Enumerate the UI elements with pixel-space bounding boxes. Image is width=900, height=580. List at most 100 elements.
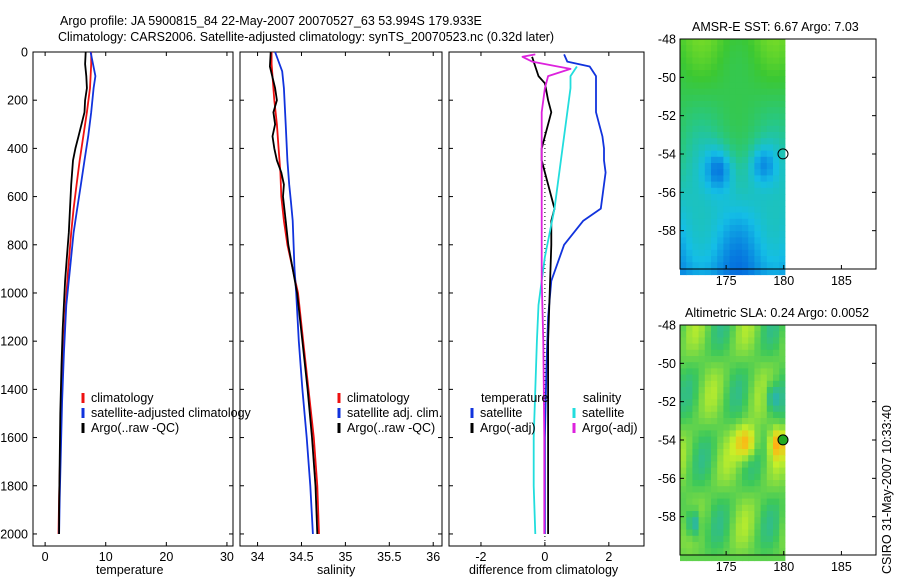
map-0-cell (711, 57, 718, 65)
map-1-cell (729, 343, 737, 351)
map-0-cell (717, 39, 724, 46)
map-1-cell (711, 331, 718, 338)
map-1-cell (717, 504, 724, 512)
map-1-cell (748, 480, 755, 487)
map-0-cell (779, 163, 786, 170)
map-0-cell (766, 76, 774, 83)
map-0-cell (680, 94, 687, 102)
map-0-cell (723, 138, 731, 145)
map-1-cell (711, 542, 718, 549)
map-1-cell (766, 362, 774, 369)
map-0-cell (717, 175, 724, 183)
map-0-cell (766, 243, 774, 251)
map-0-cell (711, 51, 718, 59)
map-0-cell (717, 237, 724, 245)
map-0-cell (779, 125, 786, 133)
map-0-cell (692, 249, 700, 257)
map-1-cell (717, 393, 724, 400)
map-1-cell (766, 461, 774, 469)
map-1-cell (779, 523, 786, 531)
map-0-cell (766, 39, 774, 46)
map-1-cell (729, 480, 737, 487)
map-0-cell (748, 45, 755, 52)
panel-1-xtick-label: 35.5 (377, 550, 401, 564)
map-1-cell (748, 356, 755, 363)
map-0-cell (773, 125, 780, 133)
map-1-cell (773, 486, 780, 493)
map-1-cell (692, 535, 700, 543)
map-1-cell (692, 461, 700, 469)
map-0-cell (754, 231, 762, 238)
map-1-cell (735, 368, 743, 376)
map-1-cell (680, 442, 687, 450)
map-1-cell (698, 455, 706, 462)
map-0-cell (760, 39, 768, 46)
map-1-cell (742, 455, 749, 462)
map-0-cell (692, 268, 700, 276)
map-0-cell (729, 82, 737, 90)
map-1-cell (692, 380, 700, 388)
map-1-cell (680, 517, 687, 524)
map-0-cell (766, 82, 774, 90)
map-0-cell (686, 82, 693, 90)
map-1-cell (723, 449, 731, 456)
map-0-cell (711, 150, 718, 158)
map-1-cell (748, 343, 755, 351)
map-0-cell (723, 94, 731, 102)
map-1-cell (760, 529, 768, 537)
map-1-cell (686, 554, 693, 562)
map-1-cell (698, 473, 706, 481)
depth-tick-label: 600 (7, 190, 28, 204)
map-1-cell (773, 554, 780, 562)
map-1-cell (729, 374, 737, 382)
map-0-cell (704, 150, 712, 158)
map-1-cell (723, 554, 731, 562)
map-0-cell (680, 206, 687, 214)
map-0-cell (773, 268, 780, 276)
map-1-cell (735, 461, 743, 469)
map-1-cell (723, 442, 731, 450)
map-0-cell (748, 187, 755, 195)
map-0-cell (748, 225, 755, 232)
map-1-cell (766, 436, 774, 444)
map-0-cell (760, 249, 768, 257)
map-1-cell (723, 362, 731, 369)
map-0-cell (760, 70, 768, 77)
map-1-cell (779, 430, 786, 438)
map-1-cell (779, 455, 786, 462)
map-1-cell (686, 424, 693, 431)
map-1-cell (735, 498, 743, 506)
map-1-cell (723, 486, 731, 493)
map-1-cell (773, 325, 780, 332)
temperature-legend-label: Argo(..raw -QC) (91, 421, 179, 435)
map-0-cell (717, 88, 724, 96)
map-1-cell (766, 405, 774, 413)
map-0-cell (735, 76, 743, 83)
map-1-cell (686, 511, 693, 518)
map-1-cell (779, 442, 786, 450)
map-0-cell (680, 163, 687, 170)
map-0-cell (773, 88, 780, 96)
map-0-cell (735, 88, 743, 96)
map-0-cell (717, 225, 724, 232)
map-1-cell (742, 387, 749, 394)
map-0-cell (692, 243, 700, 251)
map-1-cell (692, 331, 700, 338)
map-0-cell (748, 206, 755, 214)
map-0-cell (723, 218, 731, 226)
map-1-cell (729, 430, 737, 438)
map-1-cell (766, 380, 774, 388)
map-0-cell (686, 94, 693, 102)
map-1-cell (754, 430, 762, 438)
map-0-cell (729, 39, 737, 46)
map-0-cell (754, 113, 762, 121)
map-1-cell (686, 461, 693, 469)
map-1-cell (779, 362, 786, 369)
map-0-cell (735, 181, 743, 189)
map-0-cell (779, 225, 786, 232)
map-0-cell (754, 144, 762, 152)
map-1-cell (686, 467, 693, 475)
map-1-cell (686, 486, 693, 493)
map-1-cell (773, 529, 780, 537)
map-1-cell (729, 492, 737, 500)
